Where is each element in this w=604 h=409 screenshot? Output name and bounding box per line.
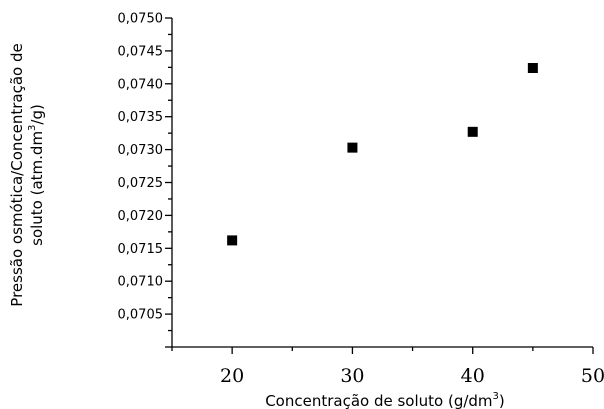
y-tick-label: 0,0710 — [118, 275, 164, 290]
y-tick-label: 0,0720 — [118, 209, 164, 224]
x-tick-label: 50 — [581, 365, 604, 387]
x-tick-label: 20 — [220, 365, 244, 387]
y-tick-label: 0,0735 — [118, 110, 164, 125]
y-tick-label: 0,0705 — [118, 308, 164, 323]
data-point — [527, 63, 538, 74]
x-axis-label-text: Concentração de soluto (g/dm — [265, 392, 492, 409]
data-point — [467, 126, 478, 137]
y-tick-label: 0,0725 — [118, 176, 164, 191]
x-tick-label: 30 — [340, 365, 364, 387]
y-axis-label-line-1: Pressão osmótica/Concentração de — [8, 43, 26, 306]
y-tick-label: 0,0750 — [118, 12, 164, 27]
data-points — [227, 63, 538, 246]
y-axis-label: Pressão osmótica/Concentração de soluto … — [8, 43, 46, 306]
data-point — [347, 142, 358, 153]
x-axis-label: Concentração de soluto (g/dm3) — [265, 391, 505, 409]
y-axis-label-superscript: 3 — [27, 125, 38, 131]
y-axis-ticks: 0,0705 0,0710 0,0715 0,0720 0,0725 0,0730 0,07… — [118, 12, 172, 348]
y-axis-label-suffix: /g) — [28, 104, 46, 124]
y-tick-label: 0,0740 — [118, 77, 164, 92]
y-tick-label: 0,0745 — [118, 44, 164, 59]
y-tick-label: 0,0715 — [118, 242, 164, 257]
y-tick-label: 0,0730 — [118, 143, 164, 158]
x-tick-label: 40 — [461, 365, 485, 387]
x-axis-label-superscript: 3 — [493, 391, 499, 402]
y-axis-label-line-2: soluto (atm.dm3/g) — [27, 104, 46, 246]
x-axis-label-suffix: ) — [499, 392, 505, 409]
y-axis-label-line-2-text: soluto (atm.dm — [28, 131, 46, 246]
data-point — [227, 235, 238, 246]
x-axis-ticks: 20 30 40 50 — [171, 347, 604, 387]
